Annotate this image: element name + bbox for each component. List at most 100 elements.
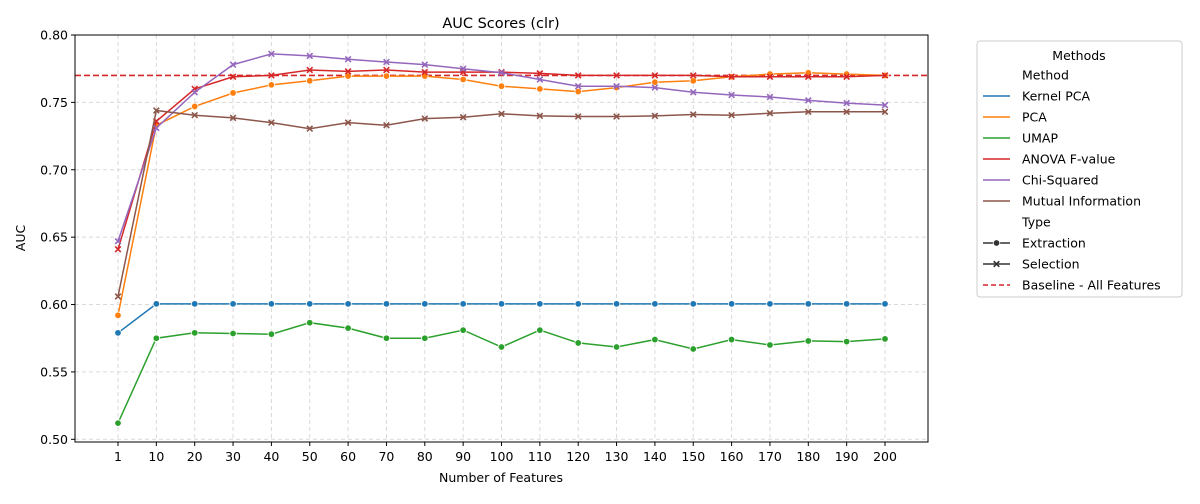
x-axis-label: Number of Features [439,470,563,485]
x-tick-label: 1 [114,449,122,464]
data-point [268,119,275,126]
series-mutual-information [114,107,889,300]
data-point [536,112,544,120]
data-point [306,52,314,60]
data-point [344,68,352,75]
data-point [881,335,889,343]
data-point [459,113,467,121]
data-point [421,68,429,76]
legend-entry: Mutual Information [1022,194,1141,209]
series-kernel-pca [114,300,889,337]
y-axis-label: AUC [13,225,28,252]
x-tick-label: 160 [720,449,744,464]
data-point [229,61,237,69]
data-point [881,101,889,109]
data-point [804,108,812,116]
x-tick-label: 60 [340,449,356,464]
legend-entry: Extraction [1022,236,1086,251]
legend: Methods Method Kernel PCA PCA UMAP ANOVA F-v… [976,40,1183,298]
data-point [114,329,122,337]
x-tick-label: 70 [378,449,394,464]
data-point [498,69,505,77]
data-point [842,337,851,346]
data-point [114,245,122,253]
data-point [766,300,774,308]
data-point [766,341,774,349]
data-point [268,50,275,58]
legend-entry: UMAP [1022,131,1058,146]
data-point [574,339,582,347]
data-point [843,108,851,116]
legend-marker [993,260,1000,268]
data-point [306,66,314,74]
data-point [574,72,582,79]
data-point [459,300,467,308]
data-point [267,81,276,89]
data-point [344,324,352,332]
data-point [306,77,314,85]
data-point [651,78,659,86]
y-tick-label: 0.80 [40,28,68,43]
data-point [689,72,697,79]
legend-frame [976,40,1183,298]
x-tick-label: 130 [605,449,629,464]
data-point [306,300,314,308]
data-point [843,99,851,107]
data-point [651,84,659,91]
data-point [459,326,467,334]
x-tick-label: 100 [490,449,514,464]
legend-title: Methods [1052,48,1105,63]
legend-entry: Selection [1022,257,1080,272]
data-point [459,75,467,84]
data-point [574,113,582,120]
data-point [689,345,697,353]
data-point [728,73,735,81]
x-tick-label: 170 [758,449,782,464]
data-point [344,300,352,308]
data-point [114,293,122,300]
x-tick-label: 110 [528,449,552,464]
data-point [229,300,237,308]
data-point [843,73,851,81]
data-point [574,87,582,96]
grid-layer [75,34,928,442]
data-point [190,102,199,111]
x-tick-label: 190 [835,449,859,464]
data-point [612,300,621,308]
data-point [229,114,237,122]
data-point [881,108,889,116]
data-point [152,107,160,114]
data-point [728,111,735,119]
y-tick-label: 0.55 [40,364,68,379]
data-point [804,96,812,104]
data-point [498,110,505,118]
series-umap [114,319,889,427]
legend-marker [992,239,1001,247]
x-tick-label: 140 [643,449,667,464]
data-point [651,112,659,120]
y-tick-label: 0.75 [40,95,68,110]
data-point [344,119,352,126]
data-point [382,300,391,308]
data-point [459,65,467,73]
data-point [229,329,237,338]
x-tick-label: 20 [187,449,203,464]
data-point [804,300,812,308]
data-point [804,337,812,345]
x-tick-label: 30 [225,449,241,464]
data-point [383,121,390,129]
series-anova-f-value [114,66,889,253]
chart-title: AUC Scores (clr) [442,16,559,32]
series-chi-squared [114,50,889,245]
legend-entry: Chi-Squared [1022,173,1099,188]
data-point [267,330,276,338]
legend-entry: Kernel PCA [1022,89,1091,104]
data-point [536,85,544,93]
data-point [651,300,659,308]
data-point [536,76,544,83]
data-point [344,55,352,63]
y-tick-label: 0.70 [40,162,68,177]
legend-entry: PCA [1022,110,1047,125]
data-point [651,72,659,79]
